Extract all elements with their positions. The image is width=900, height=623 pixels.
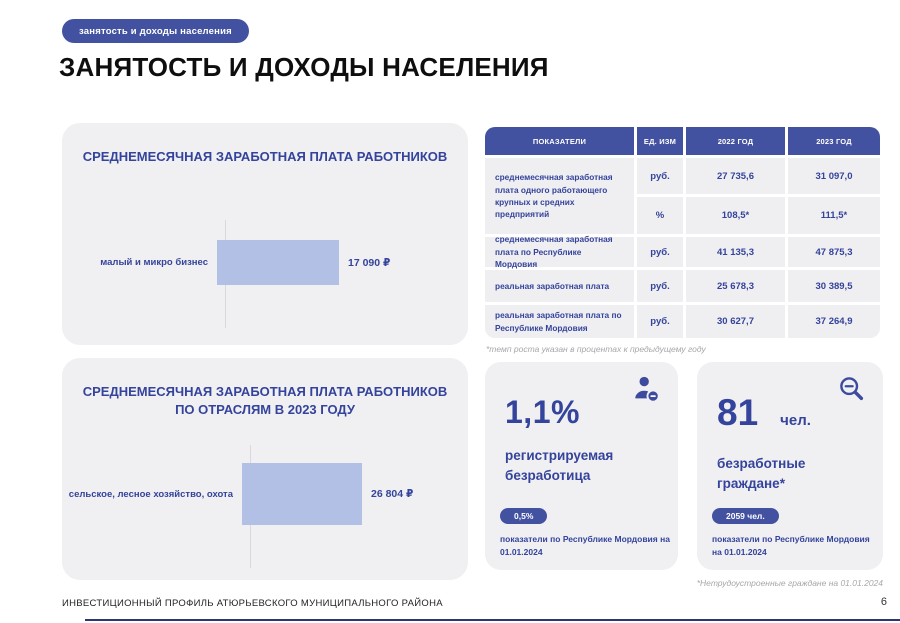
table-cell-unit: руб. <box>637 158 683 194</box>
table-cell-indicator: среднемесячная заработная плата по Респу… <box>485 234 634 269</box>
footer-rule <box>85 619 900 621</box>
industry-chart-title-line2: ПО ОТРАСЛЯМ В 2023 ГОДУ <box>175 401 355 417</box>
table-cell-2022: 30 627,7 <box>686 305 785 338</box>
industry-chart-bar-row: сельское, лесное хозяйство, охота 26 804… <box>62 463 413 525</box>
table-footnote: *темп роста указан в процентах к предыду… <box>486 344 706 354</box>
section-tag-badge: занятость и доходы населения <box>62 19 249 43</box>
unemployment-rate-note: показатели по Республике Мордовия на 01.… <box>500 534 670 558</box>
unemployed-note: показатели по Республике Мордовия на 01.… <box>712 534 870 558</box>
unemployed-badge: 2059 чел. <box>712 508 779 524</box>
salary-bar-value: 17 090 ₽ <box>348 256 391 269</box>
table-cell-unit: % <box>637 197 683 234</box>
table-cell-2022: 41 135,3 <box>686 237 785 267</box>
bottom-footnote: *Нетрудоустроенные граждане на 01.01.202… <box>696 578 883 588</box>
table-cell-unit: руб. <box>637 305 683 338</box>
industry-bar <box>242 463 362 525</box>
industry-bar-value: 26 804 ₽ <box>371 488 414 500</box>
salary-chart-bar-row: малый и микро бизнес 17 090 ₽ <box>62 240 390 285</box>
unemployment-rate-badge: 0,5% <box>500 508 548 524</box>
indicators-table: ПОКАЗАТЕЛИ ЕД. ИЗМ 2022 ГОД 2023 ГОД сре… <box>485 127 880 338</box>
table-cell-unit: руб. <box>637 270 683 302</box>
table-cell-indicator: реальная заработная плата <box>485 270 634 302</box>
unemployment-rate-card: 1,1% регистрируемая безработица 0,5% пок… <box>485 362 678 570</box>
table-cell-2022: 27 735,6 <box>686 158 785 194</box>
table-cell-2023: 30 389,5 <box>788 270 880 302</box>
table-header-indicators: ПОКАЗАТЕЛИ <box>485 127 634 155</box>
table-cell-2023: 47 875,3 <box>788 237 880 267</box>
table-cell-indicator: реальная заработная плата по Республике … <box>485 305 634 338</box>
table-cell-unit: руб. <box>637 237 683 267</box>
industry-chart-title-line1: СРЕДНЕМЕСЯЧНАЯ ЗАРАБОТНАЯ ПЛАТА РАБОТНИК… <box>82 384 448 399</box>
table-header-unit: ЕД. ИЗМ <box>637 127 683 155</box>
table-cell-2023: 37 264,9 <box>788 305 880 338</box>
industry-bar-label: сельское, лесное хозяйство, охота <box>68 488 233 500</box>
industry-chart-card: СРЕДНЕМЕСЯЧНАЯ ЗАРАБОТНАЯ ПЛАТА РАБОТНИК… <box>62 358 468 580</box>
document-footer-title: ИНВЕСТИЦИОННЫЙ ПРОФИЛЬ АТЮРЬЕВСКОГО МУНИ… <box>62 598 443 609</box>
salary-bar <box>217 240 339 285</box>
salary-chart-card: СРЕДНЕМЕСЯЧНАЯ ЗАРАБОТНАЯ ПЛАТА РАБОТНИК… <box>62 123 468 345</box>
industry-chart-title: СРЕДНЕМЕСЯЧНАЯ ЗАРАБОТНАЯ ПЛАТА РАБОТНИК… <box>62 358 468 418</box>
unemployed-count-unit: чел. <box>780 412 811 429</box>
table-cell-2023: 111,5* <box>788 197 880 234</box>
unemployment-rate-label: регистрируемая безработица <box>505 448 614 483</box>
unemployed-value-row: 81 чел. <box>717 392 811 434</box>
table-cell-indicator: среднемесячная заработная плата одного р… <box>485 158 634 234</box>
page-number: 6 <box>880 596 887 608</box>
zoom-out-icon <box>840 377 864 401</box>
section-tag-label: занятость и доходы населения <box>79 25 232 37</box>
salary-chart-title: СРЕДНЕМЕСЯЧНАЯ ЗАРАБОТНАЯ ПЛАТА РАБОТНИК… <box>82 149 448 164</box>
table-header-2022: 2022 ГОД <box>686 127 785 155</box>
table-cell-2023: 31 097,0 <box>788 158 880 194</box>
table-cell-2022: 25 678,3 <box>686 270 785 302</box>
table-header-2023: 2023 ГОД <box>788 127 880 155</box>
page-title: ЗАНЯТОСТЬ И ДОХОДЫ НАСЕЛЕНИЯ <box>59 52 549 82</box>
unemployed-citizens-card: 81 чел. безработные граждане* 2059 чел. … <box>697 362 883 570</box>
unemployment-rate-value: 1,1% <box>505 394 580 430</box>
person-remove-icon <box>635 376 660 403</box>
unemployed-label: безработные граждане* <box>717 456 806 491</box>
unemployed-count: 81 <box>717 392 759 433</box>
table-cell-2022: 108,5* <box>686 197 785 234</box>
salary-bar-label: малый и микро бизнес <box>100 257 208 268</box>
